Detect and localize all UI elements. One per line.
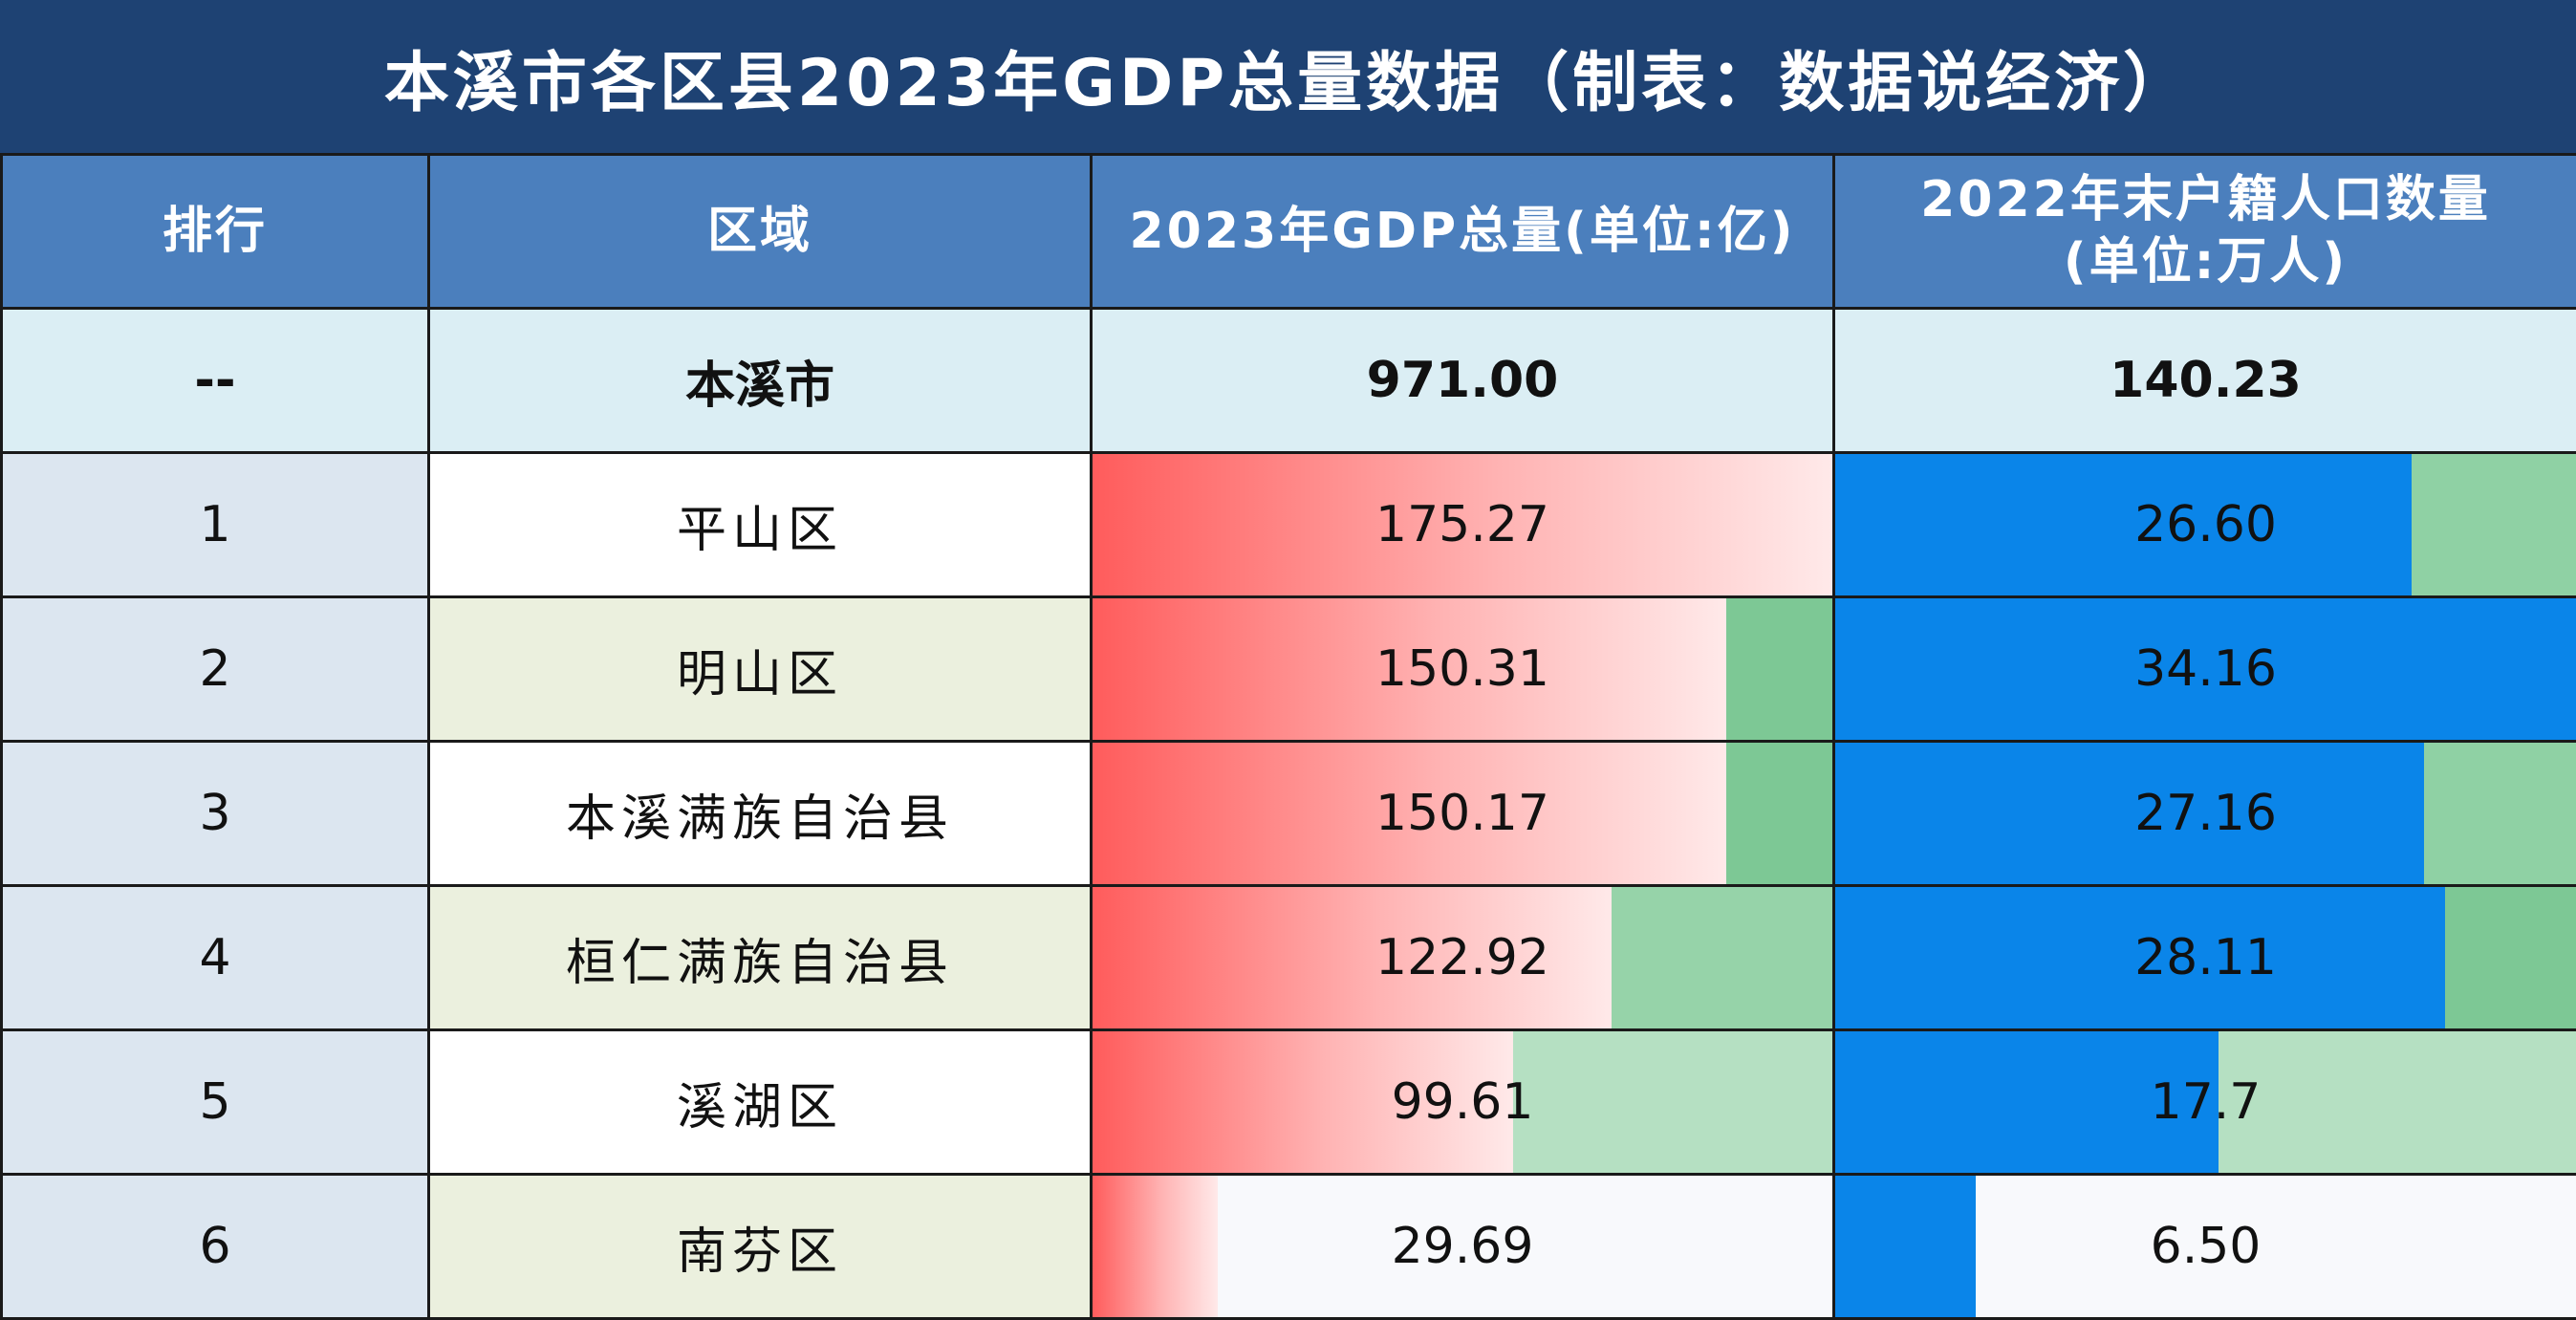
population-bar-remainder xyxy=(2424,743,2576,884)
population-bar xyxy=(1835,454,2412,595)
row-gdp: 150.31 xyxy=(1092,597,1834,742)
table-row: 2 明山区 150.31 34.16 xyxy=(2,597,2576,742)
gdp-value: 29.69 xyxy=(1392,1218,1534,1275)
header-population-line1: 2022年末户籍人口数量 xyxy=(1835,169,2576,231)
row-gdp: 150.17 xyxy=(1092,742,1834,886)
total-population: 140.23 xyxy=(1834,309,2576,453)
row-population: 6.50 xyxy=(1834,1175,2576,1319)
gdp-value: 122.92 xyxy=(1375,929,1549,986)
rank-value: 6 xyxy=(199,1218,230,1275)
rank-value: 5 xyxy=(199,1073,230,1131)
population-bar xyxy=(1835,1176,1976,1317)
area-name: 溪湖区 xyxy=(677,1079,843,1136)
header-row: 排行 区域 2023年GDP总量(单位:亿) 2022年末户籍人口数量 (单位:… xyxy=(2,155,2576,309)
row-rank: 3 xyxy=(2,742,429,886)
gdp-value: 150.17 xyxy=(1375,785,1549,842)
table-title: 本溪市各区县2023年GDP总量数据（制表：数据说经济） xyxy=(0,0,2576,153)
row-rank: 5 xyxy=(2,1030,429,1175)
area-name: 平山区 xyxy=(677,502,843,559)
population-bar-remainder xyxy=(1976,1176,2576,1317)
row-area: 本溪满族自治县 xyxy=(429,742,1092,886)
row-area: 桓仁满族自治县 xyxy=(429,886,1092,1030)
gdp-bar-remainder xyxy=(1612,887,1832,1028)
row-population: 27.16 xyxy=(1834,742,2576,886)
total-gdp: 971.00 xyxy=(1092,309,1834,453)
gdp-value: 99.61 xyxy=(1392,1073,1534,1131)
row-gdp: 122.92 xyxy=(1092,886,1834,1030)
population-bar-remainder xyxy=(2445,887,2576,1028)
row-area: 南芬区 xyxy=(429,1175,1092,1319)
population-value: 26.60 xyxy=(2134,496,2277,553)
row-area: 溪湖区 xyxy=(429,1030,1092,1175)
population-bar-remainder xyxy=(2412,454,2576,595)
gdp-value: 150.31 xyxy=(1375,640,1549,698)
table-row: 6 南芬区 29.69 6.50 xyxy=(2,1175,2576,1319)
population-value: 28.11 xyxy=(2134,929,2277,986)
table-row: 1 平山区 175.27 26.60 xyxy=(2,453,2576,597)
gdp-bar-remainder xyxy=(1513,1031,1832,1173)
row-area: 明山区 xyxy=(429,597,1092,742)
population-value: 17.7 xyxy=(2151,1073,2262,1131)
gdp-bar xyxy=(1093,1176,1218,1317)
rank-value: 2 xyxy=(199,640,230,698)
total-row: -- 本溪市 971.00 140.23 xyxy=(2,309,2576,453)
row-rank: 2 xyxy=(2,597,429,742)
gdp-bar-remainder xyxy=(1726,598,1832,740)
row-gdp: 99.61 xyxy=(1092,1030,1834,1175)
population-bar-remainder xyxy=(2219,1031,2576,1173)
population-bar xyxy=(1835,743,2424,884)
row-rank: 1 xyxy=(2,453,429,597)
table-row: 3 本溪满族自治县 150.17 27.16 xyxy=(2,742,2576,886)
header-rank: 排行 xyxy=(2,155,429,309)
population-value: 27.16 xyxy=(2134,785,2277,842)
row-gdp: 175.27 xyxy=(1092,453,1834,597)
table-row: 5 溪湖区 99.61 17.7 xyxy=(2,1030,2576,1175)
total-area: 本溪市 xyxy=(429,309,1092,453)
header-area: 区域 xyxy=(429,155,1092,309)
table-row: 4 桓仁满族自治县 122.92 28.11 xyxy=(2,886,2576,1030)
population-value: 6.50 xyxy=(2151,1218,2262,1275)
gdp-table: 排行 区域 2023年GDP总量(单位:亿) 2022年末户籍人口数量 (单位:… xyxy=(0,153,2576,1320)
row-population: 34.16 xyxy=(1834,597,2576,742)
gdp-value: 175.27 xyxy=(1375,496,1549,553)
row-rank: 6 xyxy=(2,1175,429,1319)
rank-value: 3 xyxy=(199,785,230,842)
area-name: 南芬区 xyxy=(677,1223,843,1281)
row-population: 17.7 xyxy=(1834,1030,2576,1175)
rank-value: 4 xyxy=(199,929,230,986)
header-gdp: 2023年GDP总量(单位:亿) xyxy=(1092,155,1834,309)
population-value: 34.16 xyxy=(2134,640,2277,698)
header-population-line2: (单位:万人) xyxy=(1835,231,2576,293)
header-population: 2022年末户籍人口数量 (单位:万人) xyxy=(1834,155,2576,309)
row-population: 28.11 xyxy=(1834,886,2576,1030)
area-name: 明山区 xyxy=(677,646,843,703)
gdp-bar-remainder xyxy=(1726,743,1832,884)
row-area: 平山区 xyxy=(429,453,1092,597)
rank-value: 1 xyxy=(199,496,230,553)
row-rank: 4 xyxy=(2,886,429,1030)
row-population: 26.60 xyxy=(1834,453,2576,597)
area-name: 本溪满族自治县 xyxy=(566,790,954,848)
area-name: 桓仁满族自治县 xyxy=(566,935,954,992)
total-rank: -- xyxy=(2,309,429,453)
row-gdp: 29.69 xyxy=(1092,1175,1834,1319)
